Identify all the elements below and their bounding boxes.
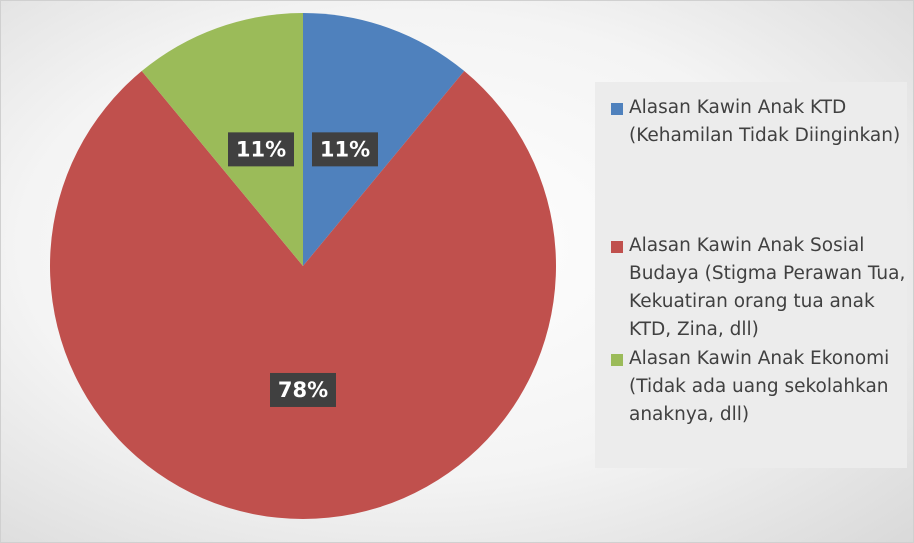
pie-slice (303, 13, 465, 266)
data-label: 78% (270, 372, 336, 407)
pie-slice (141, 13, 303, 266)
legend-label: Alasan Kawin Anak Ekonomi (Tidak ada uan… (629, 348, 890, 425)
data-label-box (228, 132, 295, 167)
legend-swatch (611, 354, 623, 366)
legend: Alasan Kawin Anak KTD (Kehamilan Tidak D… (595, 82, 907, 468)
legend-label: Alasan Kawin Anak KTD (Kehamilan Tidak D… (629, 97, 901, 146)
legend-swatch (611, 241, 623, 253)
data-label-box (311, 132, 378, 167)
legend-item: Alasan Kawin Anak KTD (Kehamilan Tidak D… (609, 94, 914, 150)
legend-item: Alasan Kawin Anak Sosial Budaya (Stigma … (609, 232, 914, 344)
data-label-text: 11% (320, 137, 370, 161)
data-label: 11% (228, 132, 295, 167)
legend-swatch (611, 103, 623, 115)
data-label-box (270, 372, 336, 407)
legend-item: Alasan Kawin Anak Ekonomi (Tidak ada uan… (609, 345, 914, 429)
pie-slice (49, 71, 556, 519)
data-label: 11% (311, 132, 378, 167)
data-label-text: 11% (236, 137, 286, 161)
legend-label: Alasan Kawin Anak Sosial Budaya (Stigma … (629, 235, 906, 340)
data-label-text: 78% (278, 378, 328, 402)
